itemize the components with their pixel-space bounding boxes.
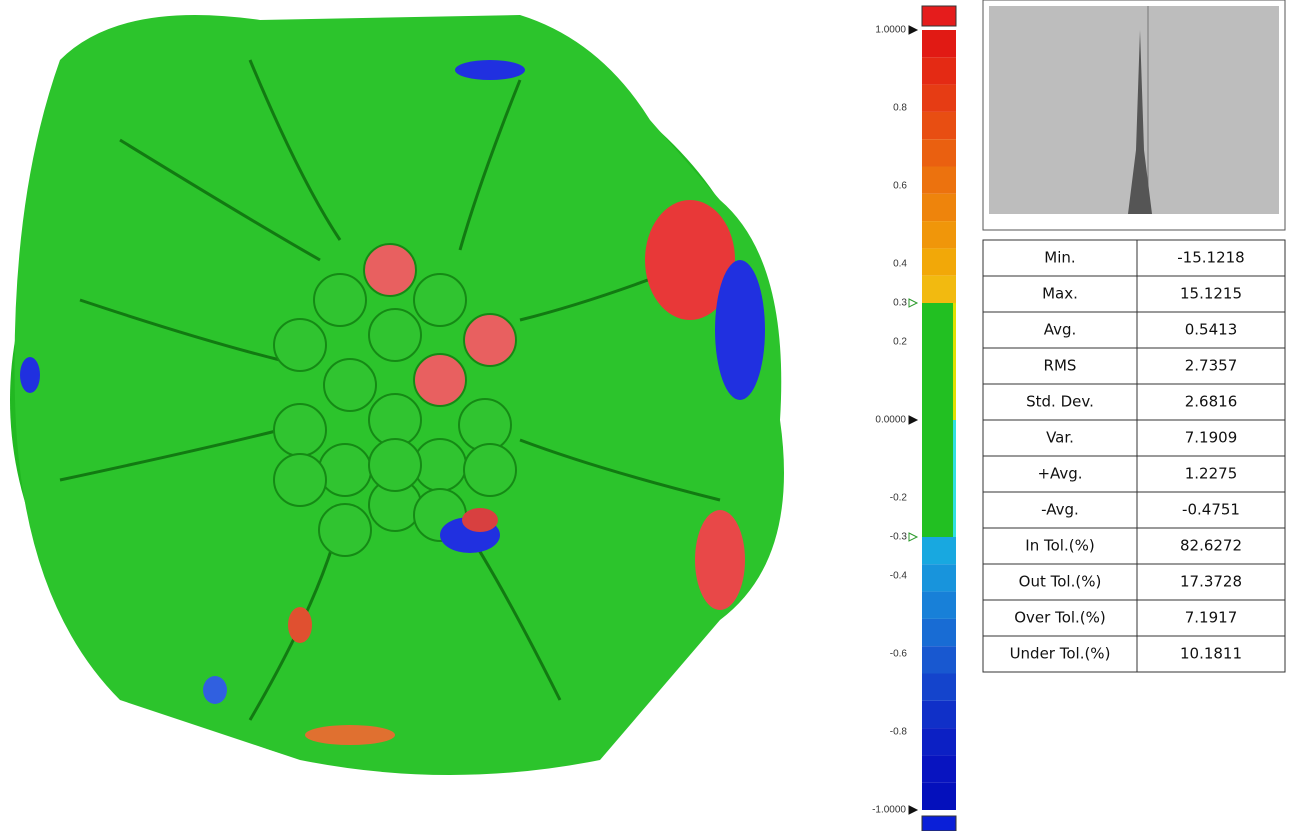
bump xyxy=(274,454,326,506)
bump xyxy=(319,444,371,496)
stat-value: 7.1917 xyxy=(1185,609,1238,627)
patch xyxy=(695,510,745,610)
stat-value: 10.1811 xyxy=(1180,645,1242,663)
scale-band xyxy=(922,755,956,782)
stat-label: +Avg. xyxy=(1037,465,1082,483)
scale-band xyxy=(922,167,956,194)
bump xyxy=(414,354,466,406)
scale-label: 0.2 xyxy=(893,337,907,348)
scale-band xyxy=(922,701,956,728)
stat-value: 17.3728 xyxy=(1180,573,1242,591)
stat-value: 15.1215 xyxy=(1180,285,1242,303)
patch xyxy=(203,676,227,704)
page: 1.0000 0.8 0.6 0.4 0.3 0.2 0.0000 -0.2 -0.3 -0.4 -… xyxy=(0,0,1296,831)
scale-arrow xyxy=(909,416,917,424)
scale-band xyxy=(922,646,956,673)
stat-value: 82.6272 xyxy=(1180,537,1242,555)
bump xyxy=(319,504,371,556)
scale-band xyxy=(922,783,956,810)
scale-label: -0.8 xyxy=(890,727,908,738)
stat-label: Var. xyxy=(1046,429,1074,447)
scale-band xyxy=(922,564,956,591)
stat-label: Max. xyxy=(1042,285,1078,303)
scale-band xyxy=(922,112,956,139)
scale-band xyxy=(922,276,956,303)
scale-band xyxy=(922,619,956,646)
scale-label: -0.2 xyxy=(890,493,908,504)
scale-band xyxy=(922,30,956,57)
scale-label: 0.6 xyxy=(893,181,907,192)
scale-label: -0.3 xyxy=(890,532,908,543)
bump xyxy=(314,274,366,326)
scale-band xyxy=(922,303,956,537)
over-box xyxy=(922,6,956,26)
stat-value: 2.7357 xyxy=(1185,357,1238,375)
scale-band xyxy=(922,139,956,166)
scale-band xyxy=(922,592,956,619)
stat-label: -Avg. xyxy=(1041,501,1079,519)
screen: 1.0000 0.8 0.6 0.4 0.3 0.2 0.0000 -0.2 -0.3 -0.4 -… xyxy=(0,0,1296,831)
patch xyxy=(305,725,395,745)
stat-value: -0.4751 xyxy=(1182,501,1240,519)
histogram xyxy=(983,0,1285,230)
stat-label: Under Tol.(%) xyxy=(1010,645,1111,663)
scale-band xyxy=(953,420,956,537)
patch xyxy=(20,357,40,393)
bump xyxy=(459,399,511,451)
scale-label: -0.6 xyxy=(890,649,908,660)
bump xyxy=(274,404,326,456)
scale-band xyxy=(922,537,956,564)
bump xyxy=(369,439,421,491)
scale-band xyxy=(922,674,956,701)
scale-band xyxy=(922,194,956,221)
bump xyxy=(464,314,516,366)
stat-label: RMS xyxy=(1044,357,1077,375)
scale-label: -0.4 xyxy=(890,571,908,582)
scale-band xyxy=(922,728,956,755)
stat-label: Over Tol.(%) xyxy=(1014,609,1106,627)
patch xyxy=(715,260,765,400)
patch xyxy=(288,607,312,643)
scale-band xyxy=(922,221,956,248)
stat-label: In Tol.(%) xyxy=(1025,537,1094,555)
bump xyxy=(414,274,466,326)
bump xyxy=(364,244,416,296)
stat-label: Min. xyxy=(1044,249,1075,267)
stat-value: 7.1909 xyxy=(1185,429,1238,447)
model-view xyxy=(10,15,784,775)
scale-band xyxy=(953,303,956,420)
scale-arrow xyxy=(909,26,917,34)
scale-band xyxy=(922,57,956,84)
bump xyxy=(464,444,516,496)
scale-label: 0.4 xyxy=(893,259,907,270)
stat-value: 1.2275 xyxy=(1185,465,1238,483)
stat-label: Std. Dev. xyxy=(1026,393,1094,411)
under-box xyxy=(922,816,956,831)
patch xyxy=(455,60,525,80)
bump xyxy=(274,319,326,371)
scale-label: 1.0000 xyxy=(875,25,906,36)
stat-label: Out Tol.(%) xyxy=(1019,573,1102,591)
stats-table: Min. -15.1218 Max. 15.1215 Avg. 0.5413 RMS 2.73… xyxy=(983,240,1285,672)
scale-label: 0.0000 xyxy=(875,415,906,426)
scale-label: -1.0000 xyxy=(872,805,906,816)
scale-arrow xyxy=(909,299,917,307)
stat-label: Avg. xyxy=(1044,321,1077,339)
stat-value: -15.1218 xyxy=(1177,249,1244,267)
color-scale: 1.0000 0.8 0.6 0.4 0.3 0.2 0.0000 -0.2 -0.3 -0.4 -… xyxy=(872,6,956,831)
scale-band xyxy=(922,248,956,275)
scale-band xyxy=(922,85,956,112)
scale-arrow xyxy=(909,806,917,814)
bump xyxy=(369,309,421,361)
scale-arrow xyxy=(909,533,917,541)
stat-value: 0.5413 xyxy=(1185,321,1238,339)
scale-label: 0.3 xyxy=(893,298,907,309)
stat-value: 2.6816 xyxy=(1185,393,1238,411)
patch xyxy=(462,508,498,532)
bump xyxy=(324,359,376,411)
scale-label: 0.8 xyxy=(893,103,907,114)
